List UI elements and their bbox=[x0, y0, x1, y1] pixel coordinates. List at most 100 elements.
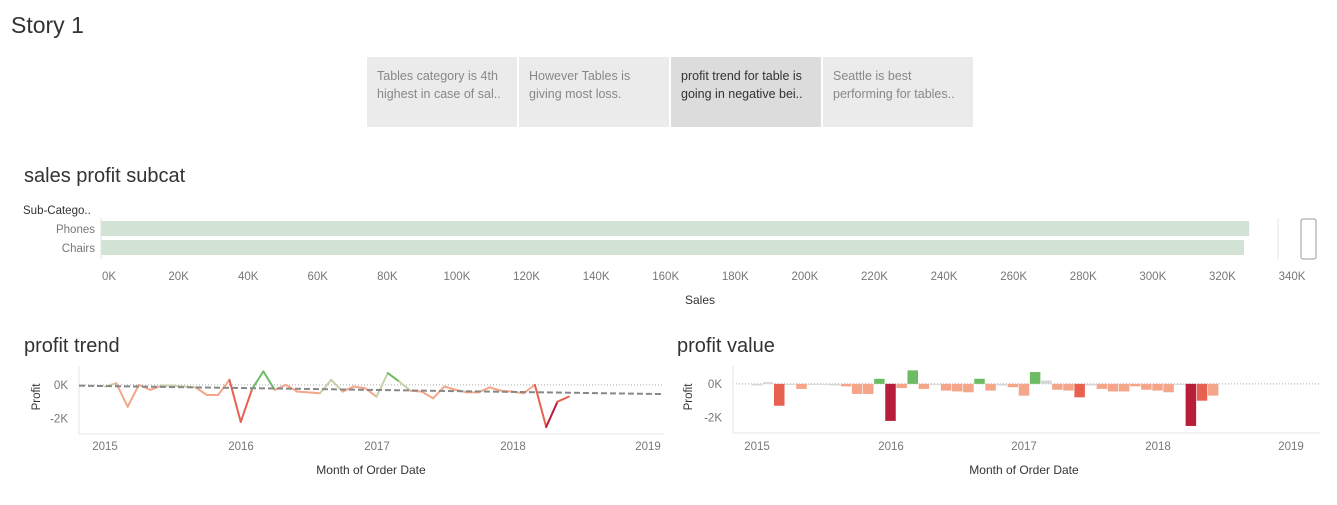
x-tick-label: 180K bbox=[722, 271, 749, 283]
trend-segment bbox=[251, 370, 265, 391]
trend-segment bbox=[533, 383, 548, 428]
x-tick-label: 80K bbox=[377, 271, 398, 283]
profit-bar bbox=[1141, 383, 1152, 390]
trend-segment bbox=[273, 383, 287, 391]
trend-segment bbox=[239, 388, 254, 423]
story-point-text: However Tables is bbox=[529, 69, 631, 83]
trend-segment bbox=[262, 370, 276, 391]
profit-bar bbox=[1118, 383, 1130, 392]
x-tick-label: 160K bbox=[652, 271, 679, 283]
x-axis-title: Month of Order Date bbox=[316, 463, 426, 477]
x-tick-label: 2019 bbox=[635, 441, 661, 453]
x-tick-label: 60K bbox=[308, 271, 329, 283]
y-tick-label: -2K bbox=[50, 414, 68, 426]
trend-segment bbox=[318, 378, 333, 395]
profit-bar bbox=[1052, 383, 1063, 390]
profit-bar bbox=[940, 383, 952, 391]
profit-bar bbox=[818, 383, 829, 385]
profit-bar bbox=[963, 383, 974, 393]
profit-bar bbox=[863, 383, 874, 394]
trend-segment bbox=[352, 385, 367, 390]
story-point-4[interactable]: Seattle is best performing for tables.. bbox=[823, 57, 973, 127]
profit-bar bbox=[829, 383, 841, 386]
story-point-text: Tables category is 4th bbox=[377, 69, 498, 83]
story-point-text: giving most loss. bbox=[529, 87, 622, 101]
x-tick-label: 40K bbox=[238, 271, 259, 283]
y-tick-label: 0K bbox=[54, 380, 68, 392]
sales-bar bbox=[101, 240, 1244, 255]
x-tick-label: 340K bbox=[1279, 271, 1306, 283]
trend-segment bbox=[556, 395, 570, 403]
x-tick-label: 20K bbox=[168, 271, 189, 283]
sales-bar bbox=[101, 221, 1250, 236]
profit-bar bbox=[1085, 383, 1096, 386]
x-tick-label: 140K bbox=[583, 271, 610, 283]
trend-segment bbox=[386, 372, 401, 383]
profit-bar bbox=[851, 383, 863, 394]
trend-segment bbox=[398, 380, 412, 392]
profit-value-title: profit value bbox=[677, 335, 775, 357]
profit-bar bbox=[1185, 383, 1197, 426]
category-label: Phones bbox=[56, 224, 95, 236]
profit-bar bbox=[929, 383, 941, 385]
trend-segment bbox=[545, 400, 559, 428]
profit-bar bbox=[1029, 372, 1041, 384]
story-point-text: going in negative bei.. bbox=[681, 87, 803, 101]
x-tick-label: 2015 bbox=[744, 441, 770, 453]
scrollbar bbox=[1300, 218, 1317, 260]
x-tick-label: 260K bbox=[1000, 271, 1027, 283]
profit-bar bbox=[1174, 383, 1185, 385]
story-point-text: performing for tables.. bbox=[833, 87, 955, 101]
x-tick-label: 200K bbox=[791, 271, 818, 283]
profit-bar bbox=[785, 383, 796, 385]
story-point-2[interactable]: However Tables is giving most loss. bbox=[519, 57, 669, 127]
x-tick-label: 2015 bbox=[92, 441, 118, 453]
x-tick-label: 2017 bbox=[364, 441, 390, 453]
y-tick-label: -2K bbox=[704, 413, 722, 425]
profit-bar bbox=[1107, 383, 1119, 392]
profit-bar bbox=[885, 383, 896, 421]
x-axis-title: Month of Order Date bbox=[969, 463, 1079, 477]
profit-bar bbox=[807, 383, 818, 385]
profit-bar bbox=[985, 383, 996, 391]
trend-segment bbox=[488, 386, 502, 392]
story-point-text: profit trend for table is bbox=[681, 69, 802, 83]
profit-bar bbox=[774, 383, 785, 406]
profit-bar bbox=[1063, 383, 1074, 391]
profit-bar bbox=[1007, 383, 1019, 388]
profit-bar bbox=[1130, 383, 1141, 387]
plot-area bbox=[79, 366, 664, 434]
story-point-1[interactable]: Tables category is 4th highest in case o… bbox=[367, 57, 517, 127]
trend-segment bbox=[420, 390, 435, 400]
profit-trend-title: profit trend bbox=[24, 335, 120, 357]
sales-chart-title: sales profit subcat bbox=[24, 165, 186, 187]
profit-bar bbox=[874, 378, 885, 384]
story-point-3[interactable]: profit trend for table is going in negat… bbox=[671, 57, 821, 127]
x-tick-label: 280K bbox=[1070, 271, 1097, 283]
profit-bar bbox=[1163, 383, 1174, 393]
profit-bar bbox=[840, 383, 852, 387]
x-tick-label: 2017 bbox=[1011, 441, 1037, 453]
x-axis-title: Sales bbox=[685, 293, 715, 307]
profit-bar bbox=[907, 370, 918, 384]
profit-bar bbox=[1196, 383, 1208, 401]
profit-bar bbox=[1018, 383, 1030, 396]
trend-segment bbox=[341, 385, 355, 393]
story-point-text: highest in case of sal.. bbox=[377, 87, 501, 101]
x-tick-label: 2016 bbox=[878, 441, 904, 453]
y-axis-title: Profit bbox=[31, 383, 43, 411]
row-header: Sub-Catego.. bbox=[23, 205, 91, 217]
y-axis-title: Profit bbox=[683, 383, 695, 411]
trend-segment bbox=[375, 372, 389, 398]
x-tick-label: 320K bbox=[1209, 271, 1236, 283]
trend-segment bbox=[296, 390, 310, 394]
x-tick-label: 2019 bbox=[1278, 441, 1304, 453]
profit-bar bbox=[1207, 383, 1219, 396]
profit-bar bbox=[1152, 383, 1163, 391]
story-title: Story 1 bbox=[11, 12, 84, 38]
x-tick-label: 2018 bbox=[1145, 441, 1171, 453]
x-tick-label: 240K bbox=[931, 271, 958, 283]
trend-segment bbox=[194, 386, 208, 396]
x-tick-label: 2016 bbox=[228, 441, 254, 453]
